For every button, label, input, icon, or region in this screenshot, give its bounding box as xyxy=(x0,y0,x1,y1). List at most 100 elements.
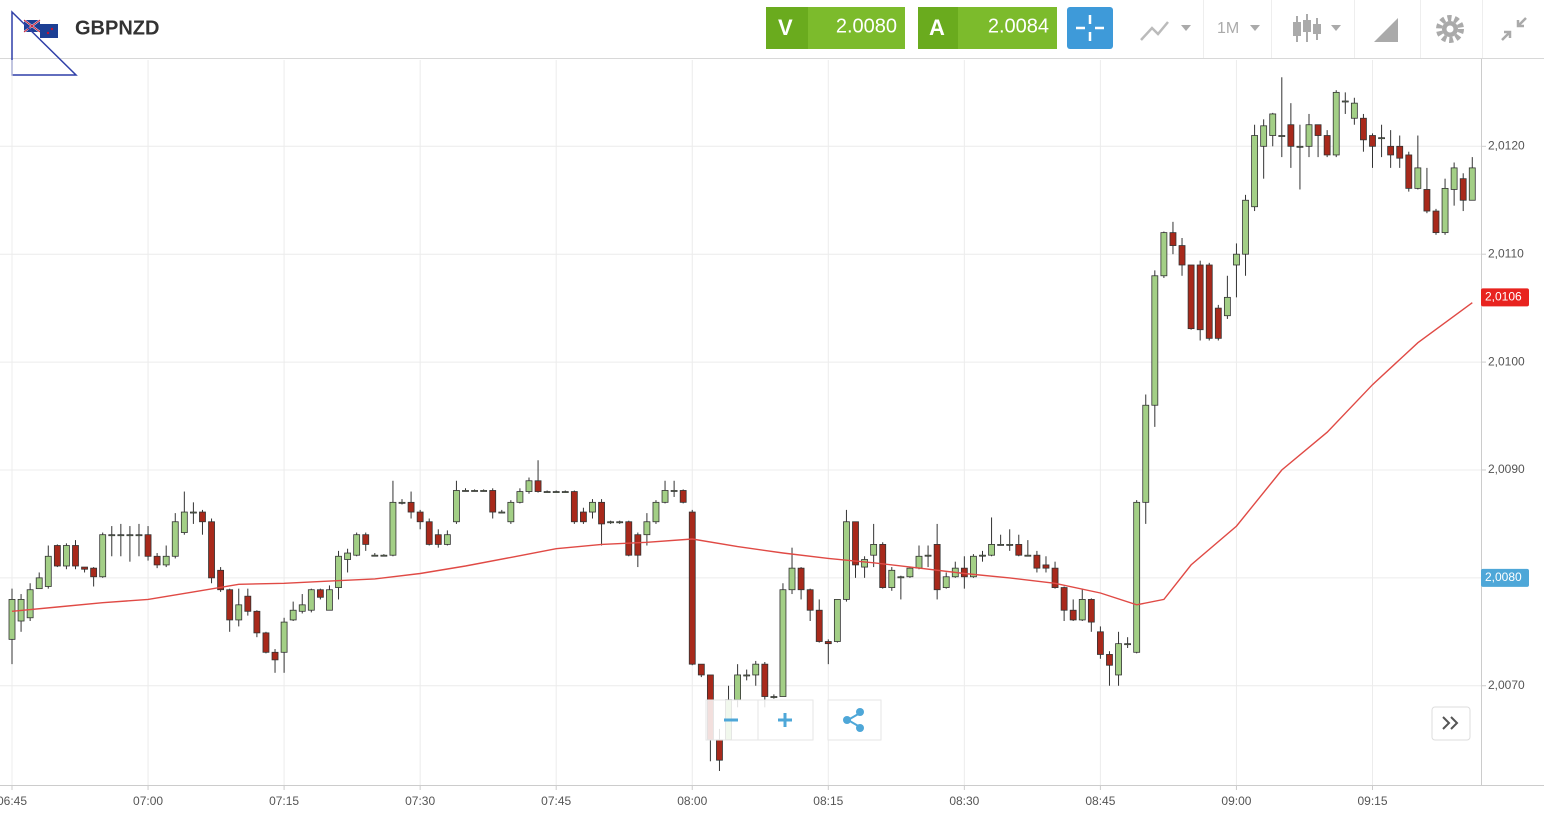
candle-body xyxy=(634,534,642,556)
candle-body xyxy=(1097,631,1104,655)
candle-body xyxy=(770,696,778,698)
candle-body xyxy=(1223,296,1231,317)
candle-body xyxy=(235,604,243,621)
candle-body xyxy=(743,674,751,677)
candle-body xyxy=(915,555,923,569)
candle-body xyxy=(1214,307,1222,339)
corner-marker xyxy=(11,10,78,76)
candle-body xyxy=(1042,564,1050,569)
x-tick-label: 06:45 xyxy=(0,794,27,808)
candle-body xyxy=(924,554,932,557)
candle-body xyxy=(489,490,497,513)
candle-body xyxy=(1142,404,1150,503)
candle-body xyxy=(316,589,324,598)
candle-body xyxy=(625,521,633,556)
candle-body xyxy=(1242,199,1249,255)
x-tick-label: 07:45 xyxy=(541,794,571,808)
candle-body xyxy=(561,491,569,493)
candle-body xyxy=(970,555,977,578)
candle-body xyxy=(425,521,433,545)
timeframe: 1M xyxy=(1217,20,1239,37)
candle-body xyxy=(1432,210,1440,234)
candle-body xyxy=(797,567,805,591)
candle-body xyxy=(1078,599,1086,621)
candle-type-button[interactable] xyxy=(1293,14,1341,42)
candle-body xyxy=(1305,124,1313,147)
candle-body xyxy=(453,490,460,523)
sell-button[interactable]: V 2.0080 xyxy=(766,7,905,49)
x-tick-label: 07:00 xyxy=(133,794,163,808)
y-tick-label: 2,0100 xyxy=(1488,354,1525,368)
buy-price: 2.0084 xyxy=(988,15,1049,37)
candle-body xyxy=(716,739,723,761)
candle-body xyxy=(1423,189,1431,212)
candle-body xyxy=(1387,145,1395,156)
y-tick-label: 2,0070 xyxy=(1488,678,1525,692)
price-label-box xyxy=(1481,568,1529,587)
x-tick-label: 08:15 xyxy=(813,794,843,808)
buy-button[interactable]: A 2.0084 xyxy=(918,7,1057,49)
candle-body xyxy=(1115,643,1122,676)
collapse-button[interactable] xyxy=(1501,17,1527,41)
candle-body xyxy=(1441,187,1449,234)
candle-body xyxy=(1459,178,1467,201)
zoom-in-button[interactable] xyxy=(757,699,814,741)
y-tick-label: 2,0090 xyxy=(1488,462,1525,476)
candle-body xyxy=(199,511,206,523)
candle-body xyxy=(1196,264,1204,331)
scroll-end-button[interactable] xyxy=(1431,706,1471,741)
x-tick-label: 09:15 xyxy=(1357,794,1387,808)
candle-body xyxy=(353,534,361,556)
candle-body xyxy=(480,490,488,492)
candle-body xyxy=(852,521,859,566)
draw-button[interactable] xyxy=(1374,18,1398,42)
candle-body xyxy=(824,641,832,645)
candle-body xyxy=(534,480,542,492)
candle-body xyxy=(580,511,587,523)
candle-body xyxy=(525,480,533,492)
timeframe-button[interactable]: 1M xyxy=(1217,20,1260,37)
candle-body xyxy=(253,610,261,634)
y-tick-label: 2,0110 xyxy=(1488,246,1524,260)
candle-body xyxy=(26,589,34,619)
candle-body xyxy=(144,534,152,557)
candle-body xyxy=(335,555,342,588)
candle-body xyxy=(1468,167,1476,201)
chart-type-button[interactable] xyxy=(1140,21,1191,41)
candle-body xyxy=(208,521,215,579)
candle-body xyxy=(72,545,79,567)
candle-body xyxy=(1187,264,1195,330)
candle-body xyxy=(126,534,134,537)
buy-label: A xyxy=(929,15,945,40)
candle-body xyxy=(81,566,88,570)
candle-body xyxy=(1015,544,1023,556)
candle-body xyxy=(906,567,914,578)
settings-button[interactable] xyxy=(1436,15,1464,43)
share-button[interactable] xyxy=(827,699,882,741)
candle-body xyxy=(1024,554,1032,557)
candle-body xyxy=(507,501,515,523)
zoom-out-button[interactable] xyxy=(705,699,759,741)
candle-body xyxy=(1278,135,1286,137)
candle-body xyxy=(942,576,950,588)
candle-body xyxy=(1369,135,1376,147)
candle-body xyxy=(988,544,995,556)
candle-body xyxy=(779,589,787,697)
moving-average-line xyxy=(11,302,1473,612)
x-tick-label: 08:00 xyxy=(677,794,707,808)
candle-body xyxy=(788,567,796,591)
candle-body xyxy=(35,577,43,590)
candle-body xyxy=(244,595,252,612)
candle-body xyxy=(1405,154,1413,189)
crosshair-button[interactable] xyxy=(1067,7,1113,49)
candle-body xyxy=(1069,609,1077,621)
candle-body xyxy=(44,555,52,587)
x-tick-label: 08:30 xyxy=(949,794,979,808)
candle-body xyxy=(162,555,170,566)
candle-body xyxy=(598,501,605,525)
candle-body xyxy=(226,589,234,621)
candle-body xyxy=(1133,501,1141,653)
candle-body xyxy=(262,632,270,653)
candle-body xyxy=(679,490,687,503)
